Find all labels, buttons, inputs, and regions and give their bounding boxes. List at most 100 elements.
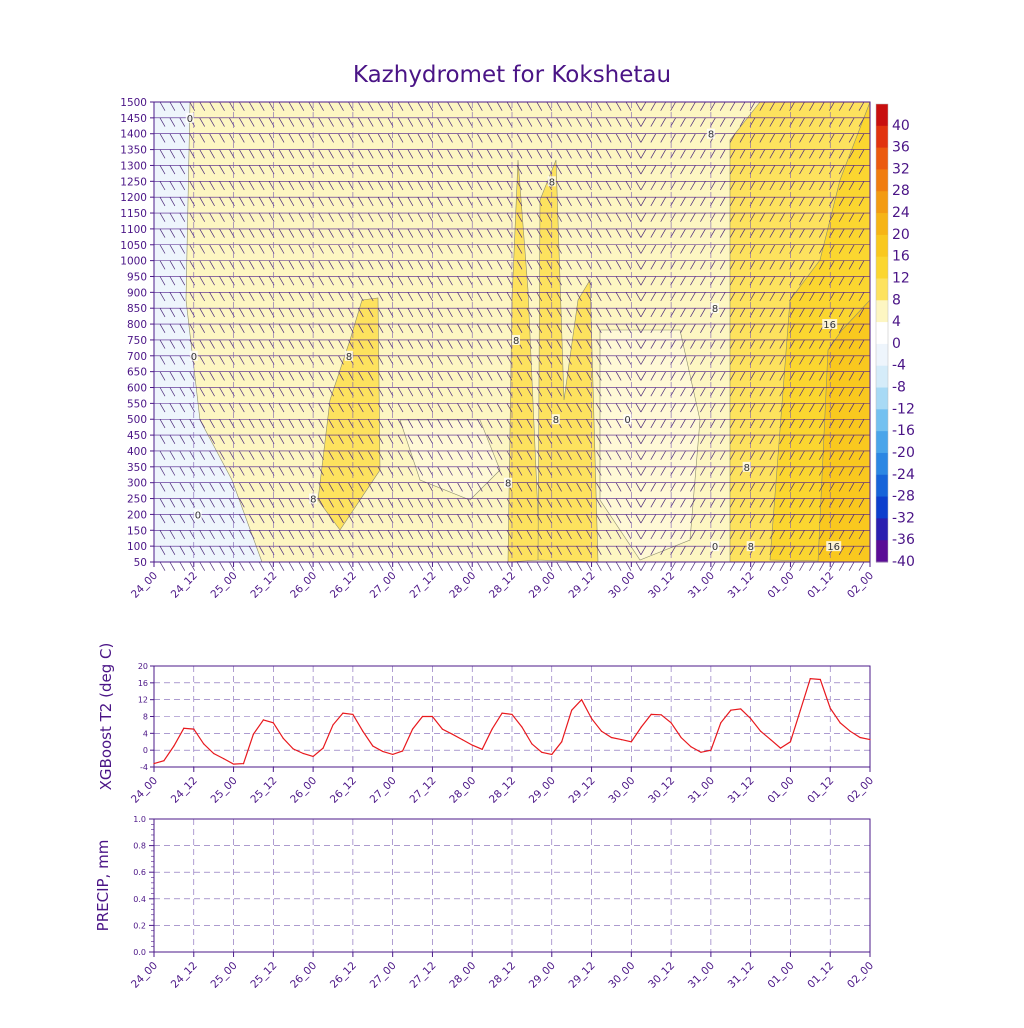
wind-barb — [248, 466, 255, 476]
wind-barb — [818, 466, 825, 476]
wind-barb — [605, 498, 612, 508]
y-tick-label: 1100 — [120, 224, 147, 236]
x-tick-label: 31_00 — [686, 570, 717, 601]
wind-barb — [838, 514, 845, 524]
wind-barb — [387, 498, 394, 508]
wind-barb — [338, 355, 344, 365]
wind-barb — [680, 355, 686, 365]
wind-barb — [397, 276, 404, 286]
wind-barb — [709, 561, 716, 571]
wind-barb — [417, 387, 424, 397]
wind-barb — [516, 403, 523, 413]
wind-barb — [789, 403, 795, 413]
wind-barb — [595, 181, 602, 191]
wind-barb — [258, 276, 265, 286]
field-region-pale-center — [399, 419, 501, 501]
precip-x-tick-label: 29_00 — [527, 960, 558, 991]
wind-barb — [159, 323, 166, 333]
wind-barb — [516, 434, 523, 444]
wind-barb — [467, 197, 473, 207]
wind-barb — [348, 197, 354, 207]
wind-barb — [238, 181, 245, 191]
wind-barb — [779, 149, 786, 159]
wind-barb — [635, 228, 642, 238]
wind-barb — [690, 117, 696, 127]
wind-barb — [338, 514, 344, 524]
wind-barb — [397, 212, 404, 222]
wind-barb — [258, 323, 265, 333]
wind-barb — [660, 323, 667, 333]
wind-barb — [248, 260, 255, 270]
wind-barb — [838, 530, 845, 540]
t2-x-tick-label: 31_00 — [686, 775, 717, 806]
wind-barb — [496, 371, 503, 381]
wind-barb — [367, 197, 374, 207]
colorbar-swatch — [876, 387, 888, 410]
colorbar-label: -4 — [892, 358, 906, 374]
wind-barb — [700, 434, 706, 444]
wind-barb — [437, 149, 443, 159]
wind-barb — [680, 514, 686, 524]
wind-barb — [640, 530, 647, 540]
wind-barb — [268, 323, 275, 333]
wind-barb — [447, 387, 453, 397]
wind-barb — [258, 181, 265, 191]
wind-barb — [199, 244, 206, 254]
wind-barb — [476, 181, 483, 191]
wind-barb — [818, 181, 825, 191]
wind-barb — [516, 276, 523, 286]
wind-barb — [348, 165, 354, 175]
wind-barb — [348, 387, 354, 397]
wind-barb — [680, 530, 686, 540]
wind-barb — [586, 228, 592, 238]
wind-barb — [447, 197, 453, 207]
wind-barb — [670, 450, 676, 460]
colorbar-label: -8 — [892, 380, 906, 396]
wind-barb — [670, 260, 676, 270]
wind-barb — [640, 482, 647, 492]
wind-barb — [437, 450, 443, 460]
wind-barb — [546, 530, 553, 540]
wind-barb — [700, 323, 706, 333]
colorbar-swatch — [876, 540, 888, 563]
wind-barb — [258, 133, 265, 143]
t2-point — [501, 712, 503, 714]
wind-barb — [858, 244, 865, 254]
wind-barb — [700, 308, 706, 318]
wind-barb — [546, 244, 553, 254]
wind-barb — [635, 561, 642, 571]
wind-barb — [635, 450, 642, 460]
wind-barb — [377, 101, 384, 111]
wind-barb — [809, 530, 815, 540]
wind-barb — [769, 434, 776, 444]
wind-barb — [447, 466, 453, 476]
wind-barb — [367, 260, 374, 270]
wind-barb — [605, 212, 612, 222]
wind-barb — [447, 244, 453, 254]
contour-label: 0 — [195, 510, 201, 521]
wind-barb — [328, 514, 334, 524]
wind-barb — [516, 355, 523, 365]
wind-barb — [348, 117, 354, 127]
wind-barb — [357, 308, 364, 318]
t2-point — [769, 739, 772, 741]
contour-label: 8 — [708, 130, 714, 141]
wind-barb — [729, 514, 736, 524]
wind-barb — [536, 434, 543, 444]
wind-barb — [467, 561, 473, 571]
wind-barb — [447, 133, 453, 143]
t2-point — [610, 736, 613, 739]
wind-barb — [605, 149, 612, 159]
wind-barb — [268, 371, 275, 381]
wind-barb — [566, 197, 572, 207]
wind-barb — [536, 181, 543, 191]
wind-barb — [496, 276, 503, 286]
wind-barb — [318, 212, 324, 222]
wind-barb — [169, 387, 176, 397]
wind-barb — [586, 434, 592, 444]
wind-barb — [258, 514, 265, 524]
wind-barb — [486, 244, 493, 254]
wind-barb — [799, 197, 805, 207]
wind-barb — [625, 149, 632, 159]
